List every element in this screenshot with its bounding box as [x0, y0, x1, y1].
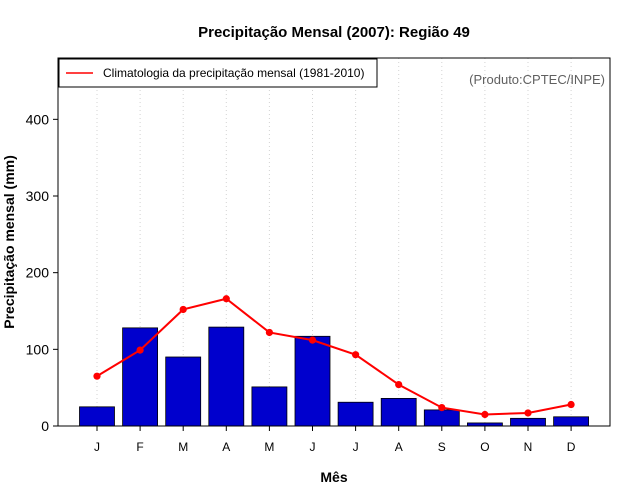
x-tick-label: O	[480, 440, 489, 454]
bar	[510, 417, 546, 427]
bar	[380, 397, 417, 427]
x-axis-label: Mês	[320, 469, 347, 485]
x-tick-label: J	[353, 440, 359, 454]
bar	[337, 401, 374, 427]
climatology-line	[93, 295, 575, 419]
chart-title: Precipitação Mensal (2007): Região 49	[198, 24, 470, 41]
climatology-point	[524, 409, 532, 417]
climatology-series-line	[96, 297, 572, 416]
axes: 0 100 200 300 400 J F M A M J J A S O N D	[26, 111, 576, 454]
source-annotation: (Produto:CPTEC/INPE)	[469, 72, 605, 87]
climatology-point	[179, 305, 187, 314]
y-tick-label: 0	[41, 418, 49, 434]
x-tick-label: J	[94, 440, 100, 454]
climatology-point	[93, 372, 101, 380]
climatology-point	[136, 346, 144, 354]
legend: Climatologia da precipitação mensal (198…	[58, 58, 378, 88]
bar	[294, 335, 331, 427]
bar	[423, 409, 460, 427]
climatology-point	[308, 336, 317, 344]
climatology-point	[352, 351, 360, 359]
y-tick-label: 400	[26, 111, 50, 127]
bar	[165, 356, 202, 427]
x-tick-label: M	[178, 440, 188, 454]
bar	[208, 326, 245, 427]
bars	[79, 326, 589, 427]
climatology-point	[438, 404, 446, 412]
x-tick-label: A	[395, 440, 403, 454]
x-tick-label: D	[567, 440, 576, 454]
y-tick-label: 300	[26, 188, 50, 204]
legend-box	[58, 58, 378, 88]
climatology-point	[395, 381, 403, 389]
bar	[553, 416, 589, 427]
x-tick-label: N	[524, 440, 533, 454]
y-axis-label: Precipitação mensal (mm)	[1, 155, 17, 329]
y-tick-label: 100	[26, 341, 50, 357]
climatology-point	[481, 410, 489, 419]
x-tick-label: M	[264, 440, 274, 454]
grid	[96, 58, 572, 426]
bar	[251, 386, 288, 427]
climatology-point	[567, 400, 575, 409]
bar	[79, 406, 115, 427]
bar	[122, 327, 158, 427]
plot-frame	[57, 57, 611, 427]
y-tick-label: 200	[26, 265, 50, 281]
x-tick-label: A	[222, 440, 230, 454]
x-tick-label: J	[310, 440, 316, 454]
x-tick-label: F	[136, 440, 143, 454]
x-tick-label: S	[438, 440, 446, 454]
legend-label: Climatologia da precipitação mensal (198…	[103, 66, 364, 80]
climatology-point	[222, 295, 230, 303]
climatology-point	[265, 328, 273, 337]
